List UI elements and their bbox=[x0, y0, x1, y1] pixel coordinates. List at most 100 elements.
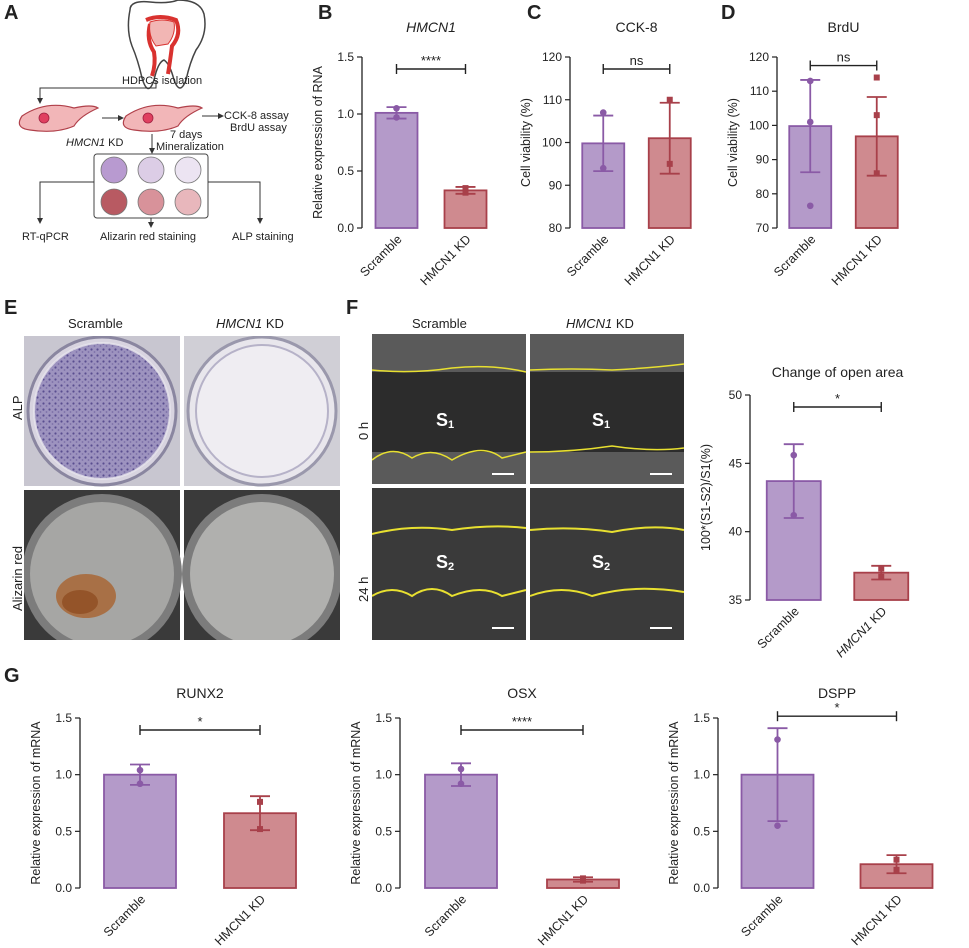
data-point bbox=[806, 77, 814, 85]
tooth-icon bbox=[127, 0, 206, 90]
y-tick-label: 40 bbox=[729, 525, 743, 539]
x-tick-label: Scramble bbox=[357, 232, 404, 279]
y-tick-label: 1.0 bbox=[375, 768, 392, 782]
y-tick-label: 1.5 bbox=[375, 711, 392, 725]
x-tick-label: Scramble bbox=[771, 232, 818, 279]
bar bbox=[765, 480, 822, 601]
x-tick-label: Scramble bbox=[755, 604, 802, 651]
y-tick-label: 0.0 bbox=[375, 881, 392, 895]
s2-label-scramble: S2 bbox=[436, 552, 454, 573]
y-tick-label: 110 bbox=[543, 93, 562, 107]
chart-d: BrdU 70 80 90 100 110 120 Cell viability (%) Scr… bbox=[726, 19, 899, 288]
y-tick-label: 45 bbox=[729, 456, 743, 470]
mineralization-text: Mineralization bbox=[156, 141, 224, 153]
significance-label: **** bbox=[421, 53, 441, 68]
wound-healing-photos: S1 S1 S2 S2 bbox=[372, 334, 684, 640]
y-axis-label: Cell viability (%) bbox=[519, 98, 533, 187]
data-point bbox=[666, 96, 673, 103]
y-tick-label: 110 bbox=[750, 84, 769, 98]
data-point bbox=[136, 780, 144, 788]
f-col-kd: HMCN1 KD bbox=[566, 316, 634, 331]
panel-letter-d: D bbox=[721, 2, 736, 24]
f-row-0h: 0 h bbox=[356, 421, 371, 440]
e-row-alizarin: Alizarin red bbox=[10, 545, 25, 611]
y-axis-label: Cell viability (%) bbox=[726, 98, 740, 187]
chart-title: HMCN1 bbox=[406, 19, 456, 35]
x-tick-label: HMCN1 KD bbox=[212, 892, 268, 948]
y-tick-label: 1.5 bbox=[693, 711, 710, 725]
s1-label-kd: S1 bbox=[592, 410, 610, 431]
chart-b: HMCN1 0.0 0.5 1.0 1.5 Relative expression of … bbox=[311, 19, 488, 288]
data-point bbox=[873, 170, 880, 177]
panel-letter-f: F bbox=[346, 297, 359, 319]
chart-title: RUNX2 bbox=[176, 685, 224, 701]
y-tick-label: 120 bbox=[542, 50, 562, 64]
kd-label-a: HMCN1 KD bbox=[66, 137, 124, 149]
brdu-text: BrdU assay bbox=[230, 122, 287, 134]
bar bbox=[374, 111, 419, 229]
y-tick-label: 100 bbox=[542, 136, 562, 150]
s1-label-scramble: S1 bbox=[436, 410, 454, 431]
bar bbox=[424, 773, 498, 889]
y-axis-label: 100*(S1-S2)/S1(%) bbox=[699, 444, 713, 551]
panel-letter-e: E bbox=[4, 297, 18, 319]
data-point bbox=[774, 736, 781, 743]
chart-title: BrdU bbox=[828, 19, 860, 35]
y-tick-label: 90 bbox=[756, 153, 770, 167]
staining-photos bbox=[24, 336, 340, 640]
workflow-schematic: HDPCs isolation HMCN1 KD CCK-8 assay Brd… bbox=[18, 0, 294, 243]
significance-label: * bbox=[197, 714, 202, 729]
data-point bbox=[457, 765, 465, 773]
data-point bbox=[878, 573, 885, 580]
panel-letter-b: B bbox=[318, 2, 333, 24]
data-point bbox=[393, 114, 400, 121]
data-point bbox=[893, 866, 900, 873]
alp-text: ALP staining bbox=[232, 231, 294, 243]
alizarin-text: Alizarin red staining bbox=[100, 231, 196, 243]
rtqpcr-text: RT-qPCR bbox=[22, 231, 69, 243]
x-tick-label: HMCN1 KD bbox=[622, 232, 678, 288]
f-col-scramble: Scramble bbox=[412, 316, 467, 331]
y-axis-label: Relative expression of mRNA bbox=[667, 721, 681, 885]
significance-label: ns bbox=[837, 50, 851, 65]
y-tick-label: 1.0 bbox=[55, 768, 72, 782]
x-tick-label: HMCN1 KD bbox=[535, 892, 591, 948]
x-tick-label: HMCN1 KD bbox=[829, 232, 885, 288]
x-tick-label: Scramble bbox=[101, 892, 148, 939]
x-tick-label: Scramble bbox=[738, 892, 785, 939]
data-point bbox=[457, 780, 465, 788]
chart-g2: OSX 0.0 0.5 1.0 1.5 Relative expression of mR… bbox=[349, 685, 620, 948]
x-tick-label: Scramble bbox=[422, 892, 469, 939]
y-tick-label: 35 bbox=[729, 593, 743, 607]
cck8-text: CCK-8 assay bbox=[224, 110, 289, 122]
significance-label: * bbox=[834, 700, 839, 715]
data-point bbox=[257, 798, 263, 805]
chart-title: OSX bbox=[507, 685, 537, 701]
panel-letter-g: G bbox=[4, 665, 20, 687]
significance-label: **** bbox=[512, 714, 532, 729]
bar bbox=[443, 189, 488, 229]
y-axis-label: Relative expression of RNA bbox=[311, 65, 325, 219]
data-point bbox=[806, 118, 814, 126]
panel-letter-c: C bbox=[527, 2, 542, 24]
data-point bbox=[462, 185, 469, 192]
data-point bbox=[774, 822, 781, 829]
e-col-kd: HMCN1 KD bbox=[216, 316, 284, 331]
y-tick-label: 1.5 bbox=[337, 50, 354, 64]
x-tick-label: HMCN1 KD bbox=[833, 604, 889, 660]
data-point bbox=[666, 160, 673, 167]
y-tick-label: 0.5 bbox=[693, 824, 710, 838]
data-point bbox=[790, 511, 798, 519]
x-tick-label: Scramble bbox=[564, 232, 611, 279]
data-point bbox=[393, 105, 400, 112]
data-point bbox=[878, 565, 885, 572]
well-plate-icon bbox=[93, 153, 209, 219]
data-point bbox=[136, 766, 144, 774]
y-tick-label: 1.0 bbox=[693, 768, 710, 782]
data-point bbox=[599, 109, 607, 116]
significance-label: * bbox=[835, 391, 840, 406]
y-tick-label: 0.5 bbox=[375, 824, 392, 838]
data-point bbox=[873, 112, 880, 119]
y-tick-label: 0.0 bbox=[337, 221, 354, 235]
y-tick-label: 1.5 bbox=[55, 711, 72, 725]
